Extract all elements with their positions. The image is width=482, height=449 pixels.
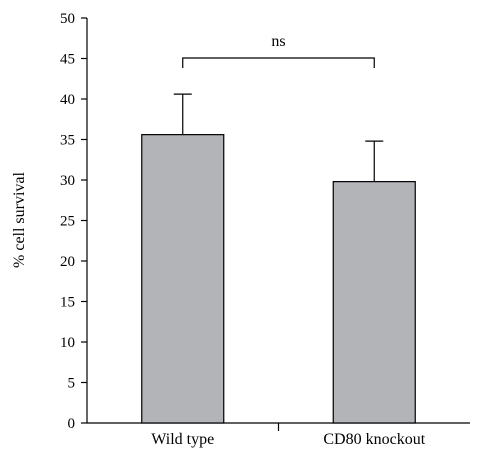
error-bars — [173, 93, 384, 182]
y-tick-label: 20 — [60, 254, 75, 270]
y-tick-label: 40 — [60, 92, 75, 108]
y-tick-label: 5 — [68, 376, 76, 392]
y-axis: 0 5 10 15 20 25 30 35 40 45 50 — [60, 11, 88, 432]
y-tick-label: 50 — [60, 11, 75, 27]
x-category-label: CD80 knockout — [323, 431, 425, 448]
y-tick-label: 45 — [60, 52, 75, 68]
y-tick-label: 35 — [60, 133, 75, 149]
significance-label: ns — [271, 33, 285, 50]
significance-annotation: ns — [182, 33, 375, 68]
bars — [141, 134, 416, 424]
significance-bracket — [182, 57, 375, 68]
y-tick-label: 10 — [60, 335, 75, 351]
y-axis-title: % cell survival — [11, 171, 28, 268]
y-tick-label: 25 — [60, 214, 75, 230]
bar — [332, 181, 416, 424]
bar — [141, 134, 225, 424]
x-category-label: Wild type — [151, 431, 214, 448]
y-tick-label: 30 — [60, 173, 75, 189]
y-tick-label: 0 — [68, 416, 76, 432]
x-axis: Wild type CD80 knockout — [87, 422, 470, 448]
y-tick-label: 15 — [60, 295, 75, 311]
